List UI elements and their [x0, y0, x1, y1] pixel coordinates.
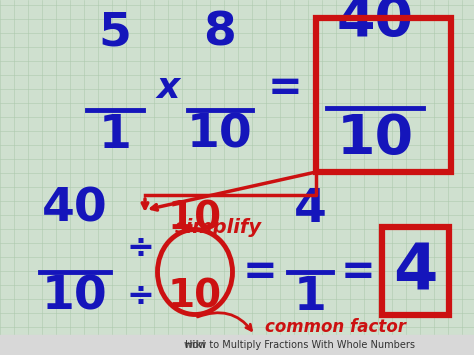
Text: ÷: ÷: [126, 231, 154, 264]
Text: x: x: [156, 71, 180, 105]
Text: 4: 4: [293, 187, 327, 232]
Text: 8: 8: [204, 10, 237, 55]
Text: 1: 1: [99, 113, 131, 158]
Text: simplify: simplify: [175, 218, 262, 237]
Text: 40: 40: [337, 0, 413, 48]
Text: How to Multiply Fractions With Whole Numbers: How to Multiply Fractions With Whole Num…: [185, 340, 415, 350]
Text: 4: 4: [393, 241, 437, 303]
Text: 40: 40: [42, 187, 108, 232]
Text: 10: 10: [187, 113, 253, 158]
Text: common factor: common factor: [265, 318, 406, 336]
Text: =: =: [268, 67, 302, 109]
Text: 10: 10: [337, 112, 413, 166]
Text: ÷: ÷: [126, 279, 154, 312]
Text: wiki: wiki: [184, 340, 206, 350]
Text: 10: 10: [42, 275, 108, 320]
Text: 10: 10: [168, 278, 222, 316]
Bar: [0, 335, 474, 355]
Text: =: =: [341, 251, 375, 293]
Text: 1: 1: [293, 275, 327, 320]
Text: =: =: [243, 251, 277, 293]
Text: 10: 10: [168, 199, 222, 237]
Text: 5: 5: [99, 10, 131, 55]
